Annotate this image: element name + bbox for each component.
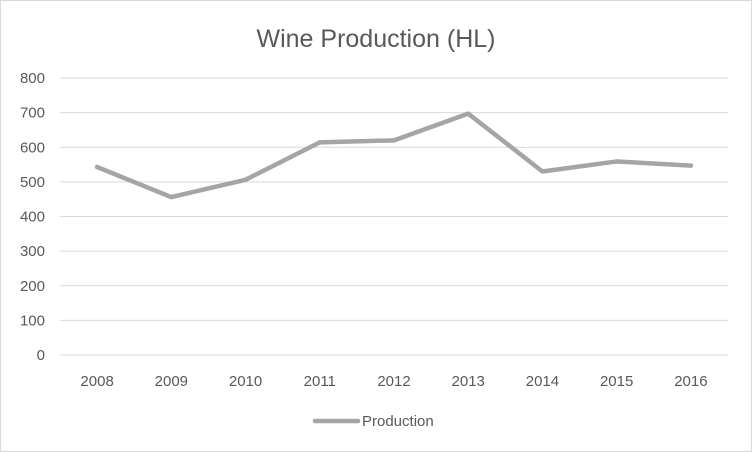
- x-tick-label: 2016: [674, 373, 707, 390]
- x-tick-label: 2009: [155, 373, 188, 390]
- data-point: [688, 163, 694, 168]
- chart-title: Wine Production (HL): [257, 25, 496, 53]
- data-point: [391, 138, 397, 143]
- x-tick-label: 2008: [80, 373, 113, 390]
- data-point: [466, 111, 471, 116]
- x-tick-label: 2015: [600, 373, 633, 390]
- y-tick-label: 800: [20, 70, 45, 87]
- data-point: [169, 194, 174, 200]
- series-lines: [94, 111, 694, 200]
- data-point: [614, 159, 619, 164]
- x-tick-label: 2012: [377, 373, 410, 390]
- data-point: [540, 169, 545, 174]
- gridlines: [60, 77, 728, 356]
- y-tick-label: 700: [20, 105, 45, 122]
- x-tick-label: 2013: [452, 373, 485, 390]
- series-line: [94, 111, 694, 200]
- y-axis-tick-labels: 0 100 200 300 400 500 600 700 800: [20, 70, 45, 364]
- data-point: [243, 177, 248, 182]
- y-tick-label: 0: [37, 347, 45, 364]
- y-tick-label: 100: [20, 312, 45, 329]
- y-tick-label: 600: [20, 139, 45, 156]
- legend-label: Production: [362, 413, 434, 430]
- data-point: [94, 164, 100, 170]
- legend: Production: [312, 413, 434, 430]
- y-tick-label: 400: [20, 209, 45, 226]
- x-tick-label: 2014: [526, 373, 559, 390]
- data-point: [317, 140, 322, 145]
- y-tick-label: 300: [20, 243, 45, 260]
- x-tick-label: 2010: [229, 373, 262, 390]
- x-tick-label: 2011: [304, 373, 336, 390]
- x-axis-tick-labels: 2008 2009 2010 2011 2012 2013 2014 2015 2016: [80, 373, 707, 390]
- y-tick-label: 500: [20, 174, 45, 191]
- y-tick-label: 200: [20, 278, 45, 295]
